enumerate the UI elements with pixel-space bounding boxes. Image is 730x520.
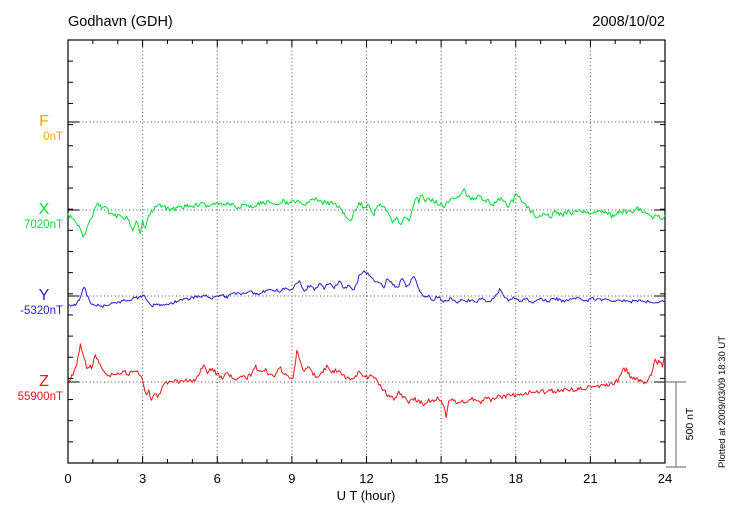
series-letter-Z: Z bbox=[39, 373, 49, 390]
x-tick-label-layer: 0 3 6 9 12 15 18 21 24 bbox=[64, 471, 672, 486]
x-tick-label: 15 bbox=[434, 471, 448, 486]
series-offset-label-X: 7020nT bbox=[24, 219, 63, 231]
series-offset-label-Z: 55900nT bbox=[18, 391, 63, 403]
x-tick-label: 21 bbox=[583, 471, 597, 486]
plot-date: 2008/10/02 bbox=[592, 14, 665, 30]
series-offset-label-F: 0nT bbox=[43, 131, 63, 143]
scale-bar-label: 500 nT bbox=[684, 407, 696, 440]
series-letter-Y: Y bbox=[39, 287, 50, 304]
plot-timestamp-note: Plotted at 2009/03/09 18:30 UT bbox=[717, 336, 728, 468]
trace-X bbox=[67, 188, 666, 238]
tick-layer bbox=[67, 40, 666, 463]
x-tick-label: 6 bbox=[214, 471, 221, 486]
series-letter-F: F bbox=[39, 113, 49, 130]
scale-bar: 500 nT bbox=[666, 381, 696, 468]
x-tick-label: 9 bbox=[288, 471, 295, 486]
series-offset-label-Y: -5320nT bbox=[20, 305, 63, 317]
series-letter-X: X bbox=[39, 201, 50, 218]
station-title: Godhavn (GDH) bbox=[68, 14, 173, 30]
x-tick-label: 18 bbox=[509, 471, 523, 486]
x-tick-label: 24 bbox=[658, 471, 672, 486]
x-tick-label: 12 bbox=[359, 471, 373, 486]
x-tick-label: 0 bbox=[64, 471, 71, 486]
grid-layer bbox=[68, 40, 665, 463]
trace-Z bbox=[67, 343, 666, 419]
trace-Y bbox=[67, 270, 666, 308]
x-axis-title: U T (hour) bbox=[337, 488, 396, 503]
plot-frame bbox=[67, 39, 666, 464]
x-tick-label: 3 bbox=[139, 471, 146, 486]
trace-layer bbox=[67, 188, 666, 419]
